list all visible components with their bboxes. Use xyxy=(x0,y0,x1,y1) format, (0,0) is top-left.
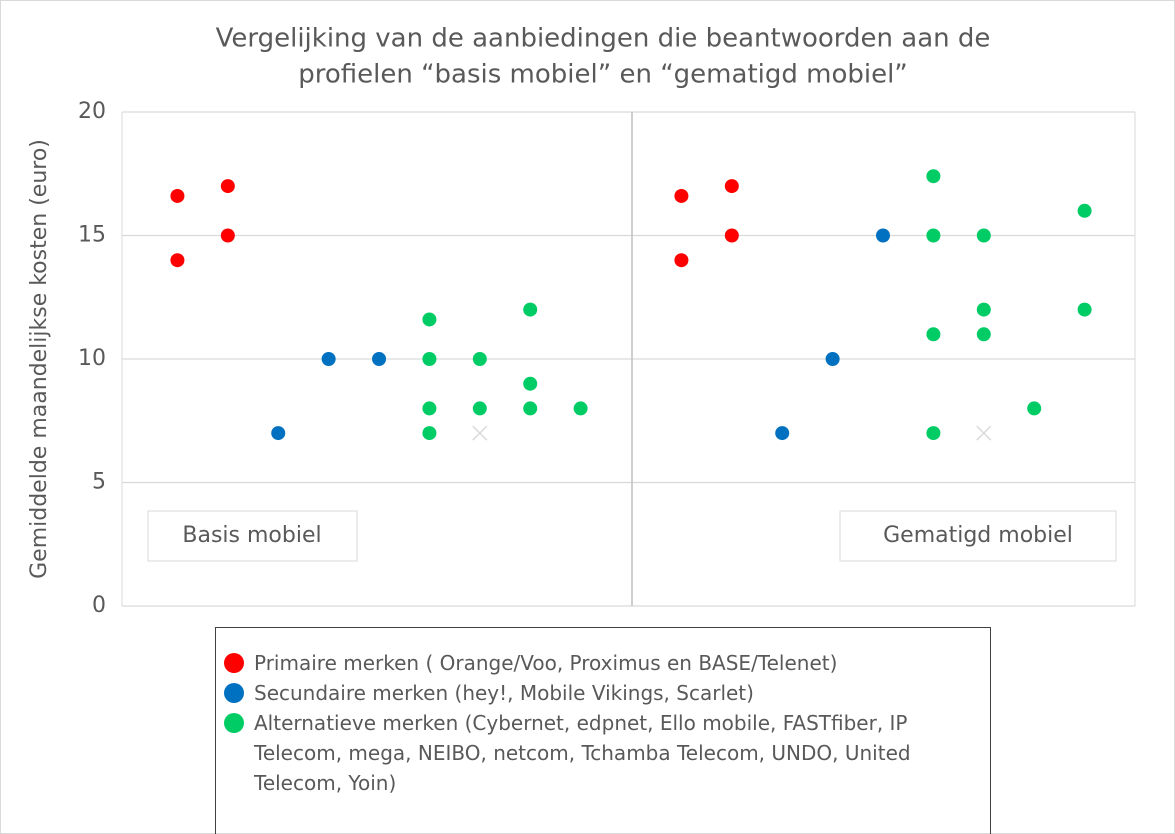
point xyxy=(724,179,739,194)
y-tick-label: 5 xyxy=(92,470,106,495)
point xyxy=(825,352,840,366)
legend-entry: Alternatieve merken (Cybernet, edpnet, E… xyxy=(224,708,980,798)
point-x xyxy=(976,425,992,441)
legend-swatch xyxy=(224,683,244,703)
point xyxy=(976,327,991,342)
point xyxy=(926,426,941,441)
point xyxy=(573,401,588,416)
point xyxy=(1077,302,1092,317)
point xyxy=(523,376,538,391)
y-tick-label: 15 xyxy=(78,223,106,248)
y-tick-label: 10 xyxy=(78,346,106,371)
point xyxy=(674,253,689,268)
point xyxy=(876,228,891,243)
point xyxy=(775,426,790,441)
point-x xyxy=(472,425,488,441)
panel-label-box xyxy=(147,510,358,562)
point xyxy=(724,228,739,243)
point xyxy=(170,188,185,203)
marks xyxy=(170,169,1092,441)
legend-swatch xyxy=(224,653,244,673)
point xyxy=(976,302,991,317)
point xyxy=(976,228,991,243)
legend: Primaire merken ( Orange/Voo, Proximus e… xyxy=(215,627,991,834)
legend-text: Primaire merken ( Orange/Voo, Proximus e… xyxy=(254,651,838,675)
point xyxy=(523,302,538,317)
point xyxy=(422,352,437,366)
legend-entry: Primaire merken ( Orange/Voo, Proximus e… xyxy=(224,648,980,678)
panel-label: Gematigd mobiel xyxy=(883,523,1073,548)
legend-swatch xyxy=(224,713,244,733)
legend-text: Alternatieve merken (Cybernet, edpnet, E… xyxy=(254,711,911,795)
point xyxy=(1027,401,1042,416)
point xyxy=(271,426,286,441)
point xyxy=(472,352,487,366)
point xyxy=(926,327,941,342)
point xyxy=(674,188,689,203)
grid xyxy=(122,111,1135,607)
point xyxy=(422,426,437,441)
panel-label-box xyxy=(839,510,1117,562)
point xyxy=(220,228,235,243)
point xyxy=(170,253,185,268)
point xyxy=(372,352,387,366)
y-axis-label: Gemiddelde maandelijkse kosten (euro) xyxy=(27,139,52,579)
point xyxy=(472,401,487,416)
legend-entry: Secundaire merken (hey!, Mobile Vikings,… xyxy=(224,678,980,708)
point xyxy=(422,312,437,327)
legend-text: Secundaire merken (hey!, Mobile Vikings,… xyxy=(254,681,754,705)
y-tick-label: 20 xyxy=(78,99,106,124)
point xyxy=(926,169,941,184)
point xyxy=(926,228,941,243)
point xyxy=(523,401,538,416)
point xyxy=(220,179,235,194)
point xyxy=(321,352,336,366)
panel-label: Basis mobiel xyxy=(182,523,321,548)
chart-title: Vergelijking van de aanbiedingen die bea… xyxy=(216,24,991,54)
y-tick-label: 0 xyxy=(92,593,106,618)
chart-title: profielen “basis mobiel” en “gematigd mo… xyxy=(298,60,908,90)
point xyxy=(422,401,437,416)
point xyxy=(1077,203,1092,218)
